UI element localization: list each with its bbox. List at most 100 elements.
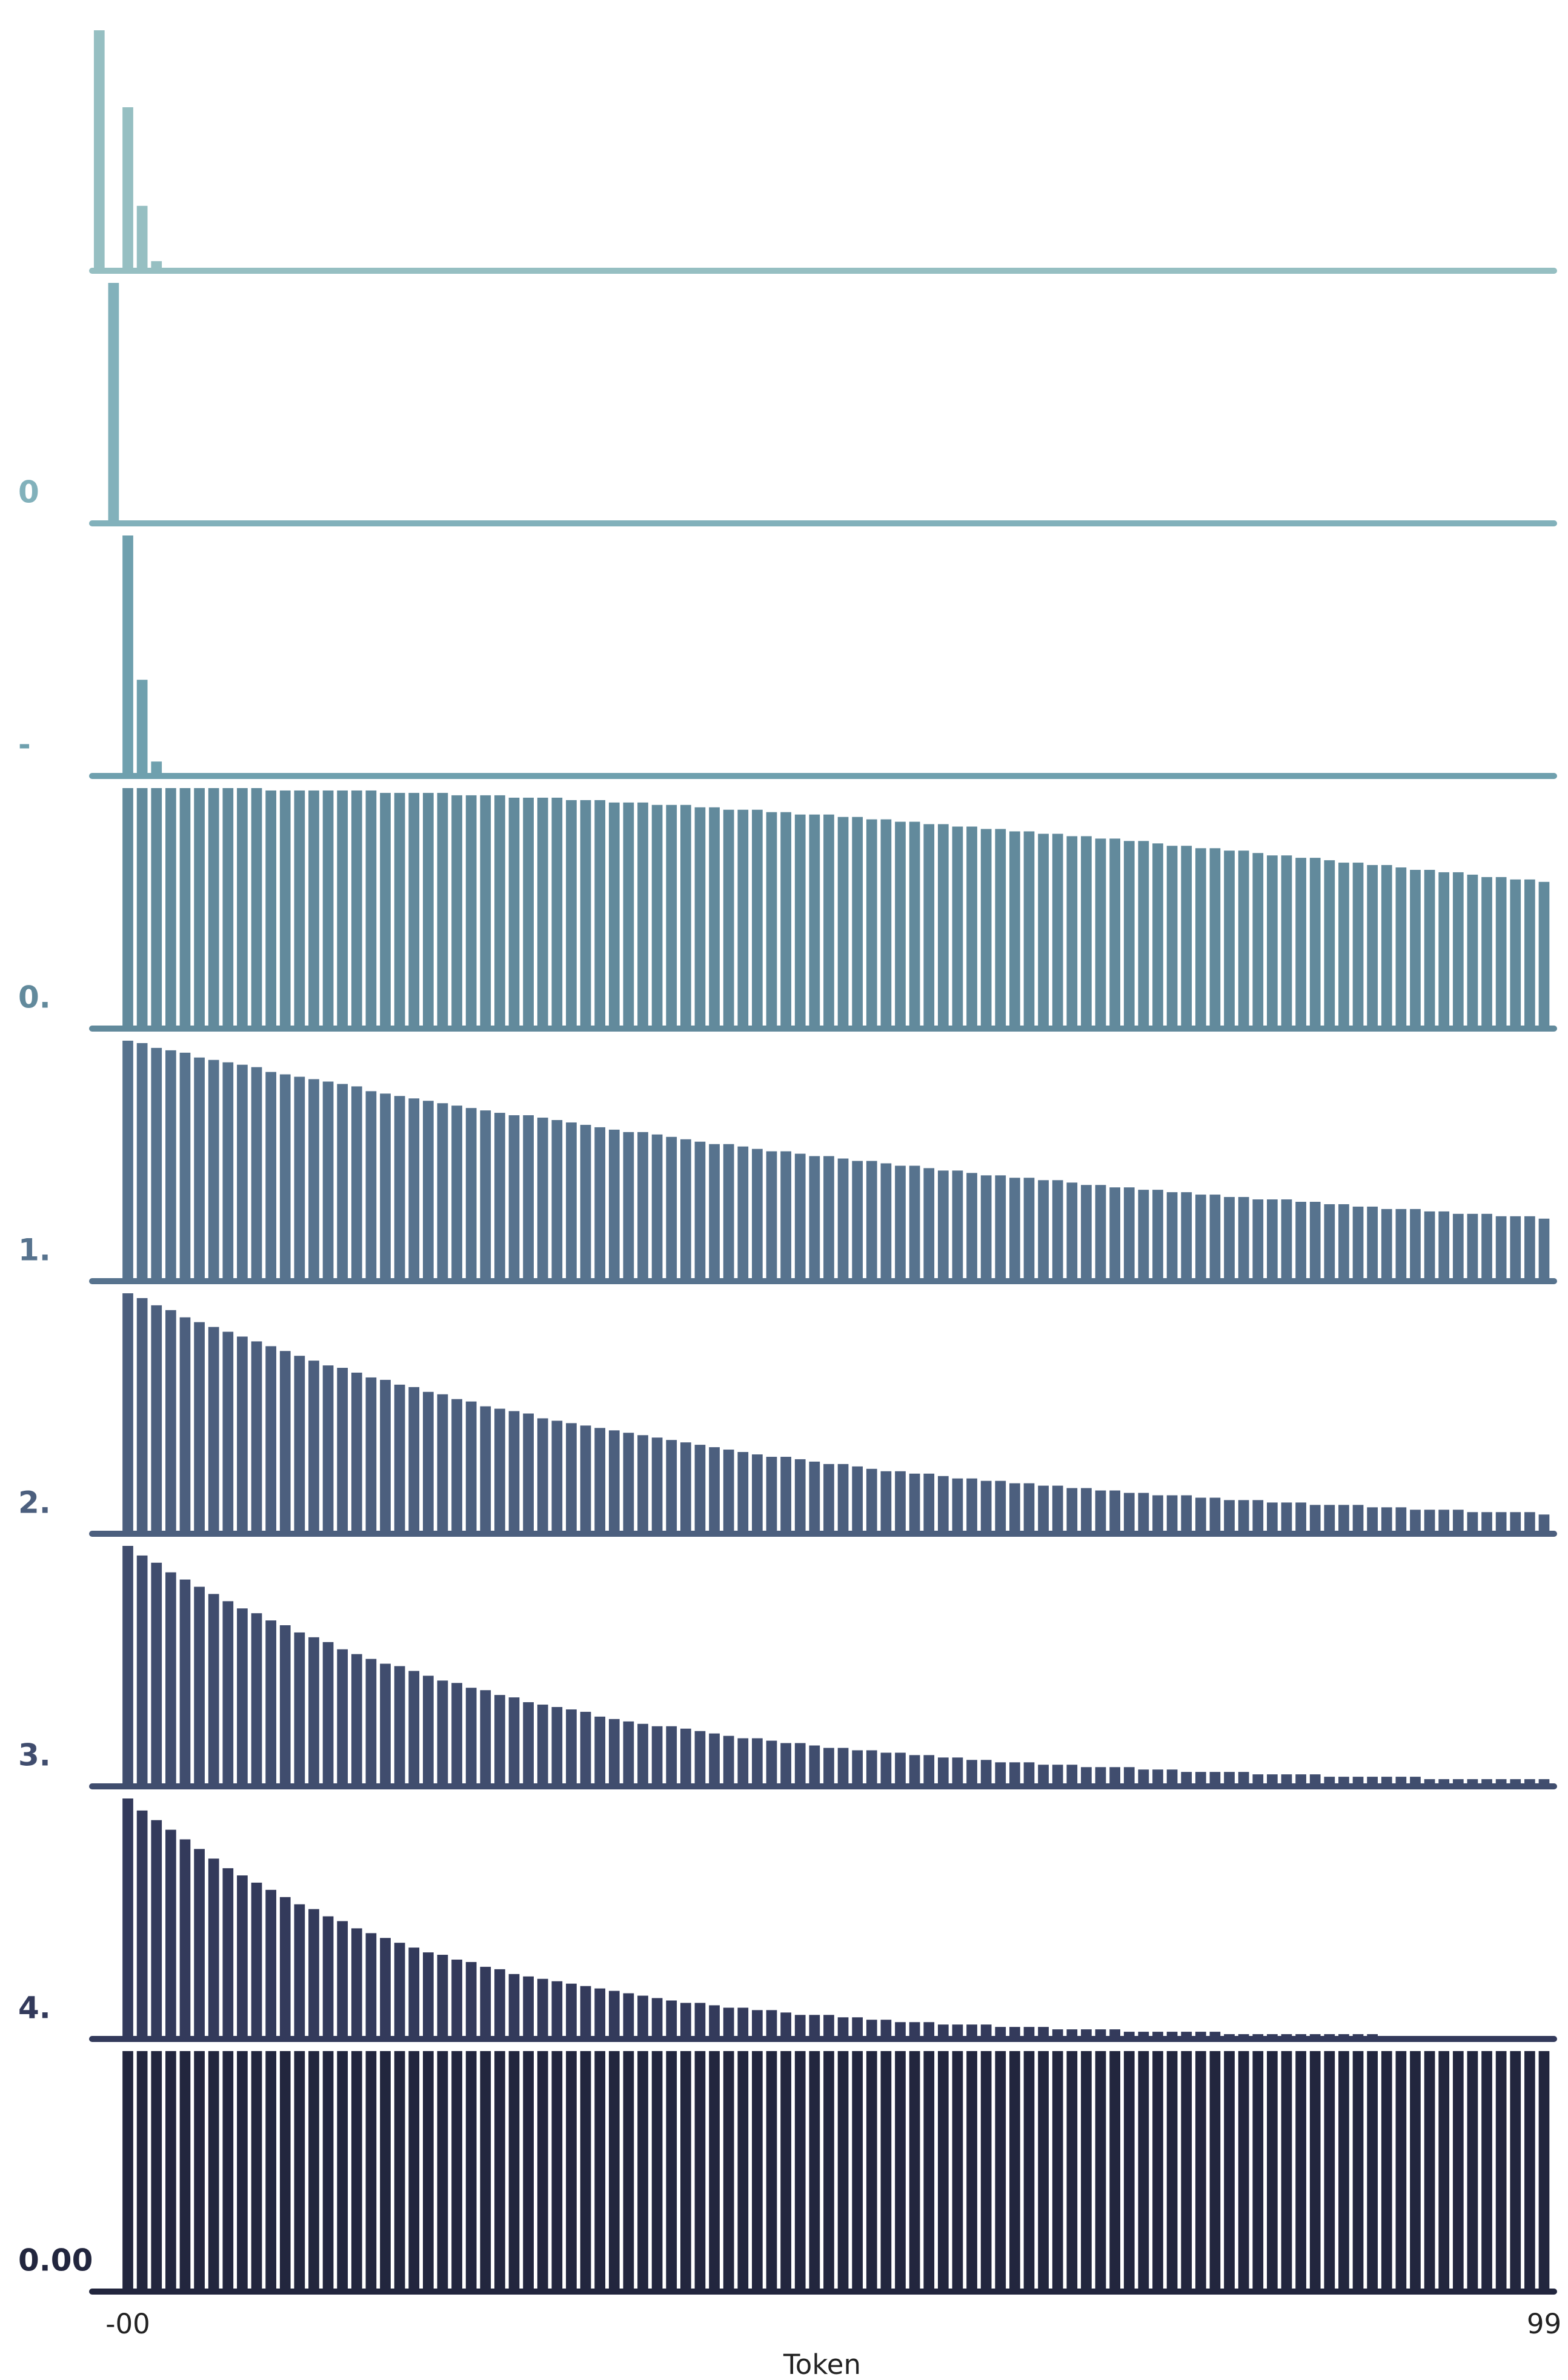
- bar: [737, 2051, 749, 2292]
- bar: [1224, 2051, 1235, 2292]
- bar: [1038, 834, 1049, 1029]
- bar: [1166, 2032, 1178, 2039]
- bar: [1081, 2051, 1092, 2292]
- bar: [866, 819, 877, 1029]
- x-axis-label: Token: [783, 2349, 861, 2380]
- bar: [1495, 1512, 1507, 1534]
- bar: [1338, 863, 1349, 1029]
- bar: [337, 1649, 348, 1786]
- bar: [1009, 1483, 1020, 1534]
- bar: [880, 2051, 892, 2292]
- bar: [480, 1690, 491, 1786]
- bar: [1066, 836, 1078, 1029]
- bar: [394, 2051, 405, 2292]
- bar: [637, 802, 648, 1029]
- bar: [809, 814, 820, 1029]
- bar: [279, 1074, 291, 1281]
- bar: [566, 1709, 577, 1786]
- bar: [1109, 838, 1121, 1029]
- bar: [1209, 1772, 1221, 1786]
- bar: [1224, 1197, 1235, 1281]
- bar: [580, 1124, 591, 1281]
- bar: [837, 817, 849, 1029]
- bar: [480, 1406, 491, 1534]
- bar: [437, 1394, 448, 1534]
- panel-label: 4.: [18, 1991, 51, 2026]
- bar: [1181, 1772, 1192, 1786]
- bar: [1410, 2051, 1421, 2292]
- bar: [651, 1437, 663, 1534]
- bar: [623, 1433, 634, 1534]
- bar: [165, 1829, 176, 2039]
- bar: [351, 1654, 362, 1786]
- bar: [1495, 1779, 1507, 1786]
- bar: [1295, 1502, 1306, 1534]
- bar: [480, 795, 491, 1029]
- bar: [923, 1755, 935, 1786]
- bar: [937, 2024, 949, 2039]
- bar: [995, 1762, 1006, 1786]
- bar: [1238, 1197, 1249, 1281]
- bar: [1510, 1512, 1521, 1534]
- bar: [508, 1974, 520, 2039]
- bar: [680, 2003, 691, 2039]
- bar: [122, 535, 133, 776]
- bar: [966, 1760, 977, 1786]
- bar: [694, 1141, 706, 1281]
- bar: [237, 1336, 248, 1534]
- bar: [265, 2051, 276, 2292]
- bar: [1238, 2051, 1249, 2292]
- bar: [165, 2051, 176, 2292]
- bar: [1195, 1772, 1206, 1786]
- bar: [537, 1978, 548, 2039]
- bar: [551, 2051, 563, 2292]
- bar: [1410, 869, 1421, 1029]
- bar: [995, 829, 1006, 1029]
- bar: [251, 2051, 262, 2292]
- bar: [1352, 2051, 1364, 2292]
- bar: [637, 1723, 648, 1786]
- bar: [1481, 1213, 1492, 1281]
- bar: [251, 1882, 262, 2039]
- bar: [351, 790, 362, 1029]
- bar: [208, 1059, 219, 1281]
- bar: [1138, 2032, 1149, 2039]
- bar: [880, 2020, 892, 2039]
- bar: [322, 1642, 334, 1786]
- bar: [1524, 879, 1535, 1029]
- bar: [165, 788, 176, 1029]
- bar: [780, 1456, 791, 1534]
- bar: [923, 1473, 935, 1534]
- bar: [179, 788, 191, 1029]
- bar: [1052, 1485, 1063, 1534]
- bar: [508, 797, 520, 1029]
- bar: [265, 1072, 276, 1281]
- x-tick-label: -00: [105, 2308, 150, 2340]
- bar: [737, 2007, 749, 2039]
- bar: [594, 1127, 606, 1281]
- bar: [265, 790, 276, 1029]
- bar: [136, 1810, 148, 2039]
- bar: [179, 1839, 191, 2039]
- bar: [537, 1418, 548, 1534]
- bar: [551, 1420, 563, 1534]
- bar: [394, 1666, 405, 1786]
- bar: [866, 1750, 877, 1786]
- bar: [1481, 877, 1492, 1029]
- bar: [852, 817, 863, 1029]
- bar: [1538, 1514, 1550, 1534]
- bar: [551, 1120, 563, 1281]
- bar: [1038, 2051, 1049, 2292]
- bar: [980, 1760, 992, 1786]
- bar: [122, 788, 133, 1029]
- bar: [179, 1317, 191, 1534]
- bar: [1424, 869, 1435, 1029]
- bar: [494, 2051, 505, 2292]
- bar: [537, 1118, 548, 1281]
- bar: [523, 1702, 534, 1786]
- bar: [709, 807, 720, 1029]
- bar: [1324, 1505, 1335, 1534]
- bar: [422, 2051, 434, 2292]
- bar: [1252, 1199, 1264, 1281]
- bar: [1109, 1490, 1121, 1534]
